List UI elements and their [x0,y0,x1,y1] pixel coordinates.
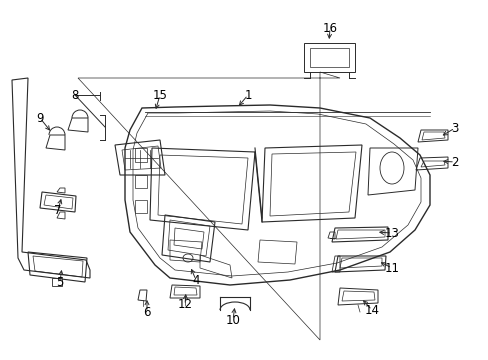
Text: 11: 11 [384,261,399,274]
Text: 16: 16 [322,22,337,35]
Text: 5: 5 [56,275,63,288]
Text: 14: 14 [364,303,379,316]
Text: 9: 9 [36,112,43,125]
Text: 6: 6 [143,306,150,319]
Text: 2: 2 [450,156,458,168]
Text: 4: 4 [192,274,199,287]
Text: 13: 13 [384,226,399,239]
Text: 1: 1 [244,89,251,102]
Text: 3: 3 [450,122,458,135]
Text: 10: 10 [225,314,240,327]
Text: 7: 7 [54,203,61,216]
Text: 12: 12 [177,298,192,311]
Text: 15: 15 [152,89,167,102]
Text: 8: 8 [71,89,79,102]
